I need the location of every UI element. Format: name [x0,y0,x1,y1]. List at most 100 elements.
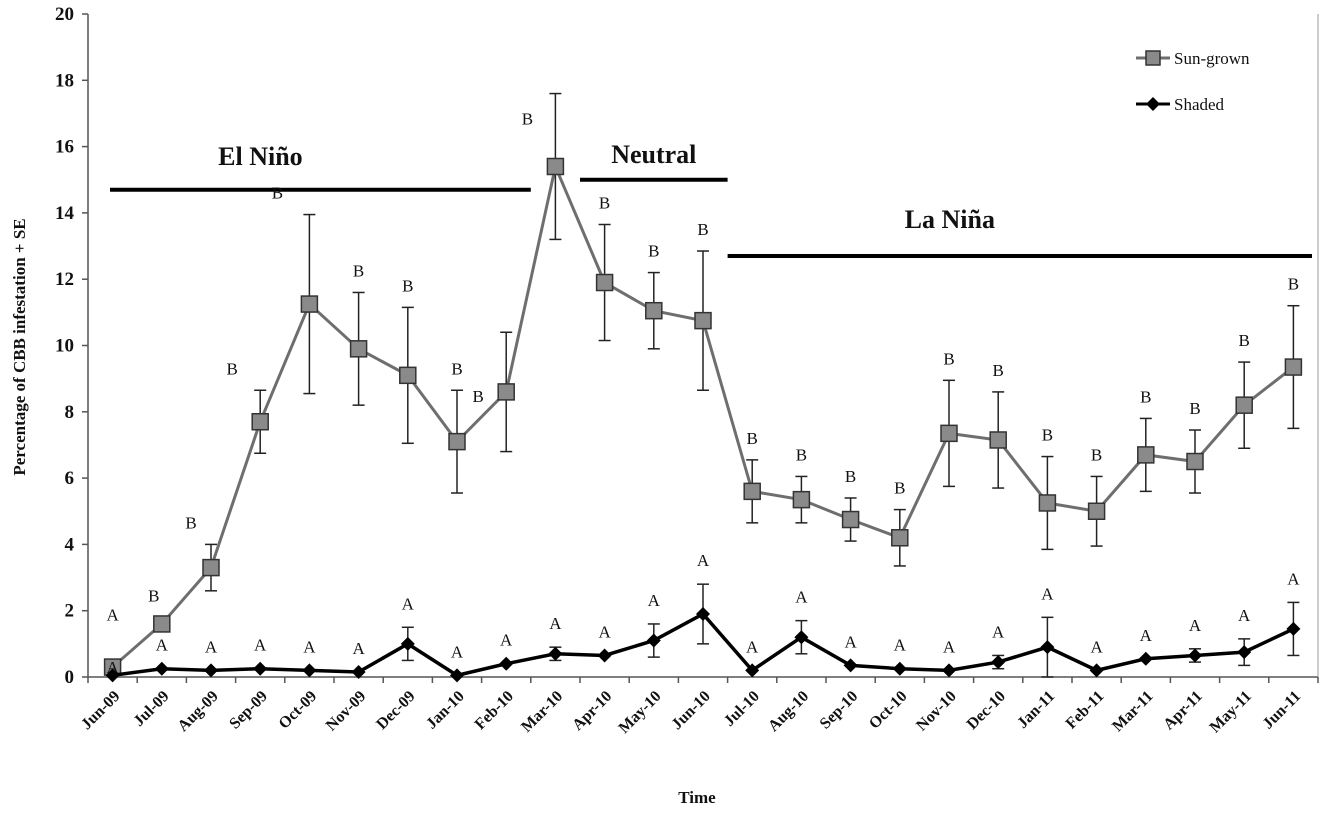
data-point-diamond [597,648,612,663]
significance-label: A [598,622,611,641]
data-point-diamond [1286,621,1301,636]
data-point-diamond [696,607,710,622]
significance-label: B [272,184,283,203]
significance-label: B [473,387,484,406]
data-point-diamond [548,646,563,661]
data-point-diamond [204,663,218,678]
data-point-square [153,615,171,633]
legend-marker-square [1145,50,1161,66]
significance-label: B [1091,445,1102,464]
data-point-diamond [745,663,760,678]
significance-label: A [106,606,119,625]
y-tick-label: 4 [65,534,75,555]
significance-label: A [894,636,907,655]
x-axis-title: Time [678,788,716,807]
significance-label: A [352,639,365,658]
significance-label: A [549,614,562,633]
data-point-diamond [154,661,169,676]
y-tick-label: 18 [55,70,74,91]
phase-label: La Niña [905,205,995,234]
data-point-square [448,432,466,451]
data-point-square [1284,358,1303,376]
data-point-square [1038,494,1057,512]
data-point-diamond [1040,640,1055,655]
y-tick-label: 0 [65,667,75,688]
data-point-square [399,366,417,385]
significance-label: A [795,588,808,607]
data-point-diamond [1237,645,1252,660]
x-tick-label: May-11 [1207,688,1255,736]
data-point-square [694,311,712,330]
data-point-square [645,301,663,320]
significance-label: B [993,361,1004,380]
significance-label: B [747,429,758,448]
significance-label: B [697,220,708,239]
significance-label: A [746,637,759,656]
y-tick-label: 6 [65,468,75,489]
significance-label: A [1140,626,1153,645]
data-point-square [202,558,220,577]
significance-label: B [522,109,533,128]
climate-phase-group: El Niño Neutral La Niña [110,140,1312,258]
data-point-diamond [1089,663,1104,678]
data-point-square [349,340,368,358]
x-tick-label: Oct-10 [866,688,911,733]
significance-label: A [451,642,464,661]
x-tick-label: Mar-11 [1109,688,1156,735]
significance-label: B [894,479,905,498]
x-tick-label: Nov-09 [323,688,370,735]
y-tick-label: 12 [55,269,74,290]
significance-label: A [402,594,415,613]
axes-group: 0 2 4 6 8 10 12 14 16 18 20 Jun-09 Jul-09 Aug-09 Sep-0… [55,4,1319,737]
significance-label: B [943,349,954,368]
data-point-diamond [1138,651,1153,666]
data-point-square [792,490,811,509]
x-tick-label: Mar-10 [518,688,566,736]
significance-label: B [1140,387,1151,406]
significance-label: B [796,445,807,464]
significance-label: A [1041,584,1054,603]
significance-label: B [185,513,196,532]
data-point-diamond [991,655,1006,670]
significance-label: A [1090,637,1103,656]
phase-label: Neutral [611,140,696,169]
legend-marker-diamond [1146,97,1160,111]
significance-label: A [992,622,1005,641]
legend: Sun-grown Shaded [1136,49,1250,114]
x-tick-label: Feb-10 [472,688,517,733]
x-tick-label: Apr-10 [569,688,615,734]
x-tick-label: Jul-09 [130,688,172,730]
data-point-square [1137,446,1155,464]
significance-label: B [599,194,610,213]
phase-label: El Niño [218,142,303,171]
x-tick-label: Jun-11 [1260,688,1305,733]
significance-label: B [1239,331,1250,350]
significance-label: B [402,276,413,295]
significance-label: B [1042,426,1053,445]
data-point-diamond [351,665,366,680]
x-tick-label: Jan-10 [423,688,468,733]
y-tick-label: 10 [55,336,74,357]
significance-label: A [1238,606,1251,625]
x-tick-label: Jun-10 [668,688,713,733]
data-point-square [497,383,515,401]
data-point-square [1087,502,1106,520]
data-point-diamond [942,663,956,678]
series-sun-grown: A B B B B B B B B B B B B B B B B B B B B B B B B [103,92,1303,677]
significance-label: A [1287,569,1300,588]
significance-label: A [697,551,710,570]
x-tick-label: Jan-11 [1014,688,1058,732]
data-point-square [841,510,860,529]
data-point-square [989,431,1007,449]
x-tick-label: Feb-11 [1063,688,1108,733]
data-point-square [1186,452,1204,471]
significance-label: A [500,631,513,650]
data-point-square [300,295,319,313]
x-tick-label: Dec-09 [373,688,418,733]
significance-label: A [303,637,316,656]
significance-label: A [205,637,218,656]
data-point-diamond [302,663,317,678]
significance-label: B [1288,275,1299,294]
